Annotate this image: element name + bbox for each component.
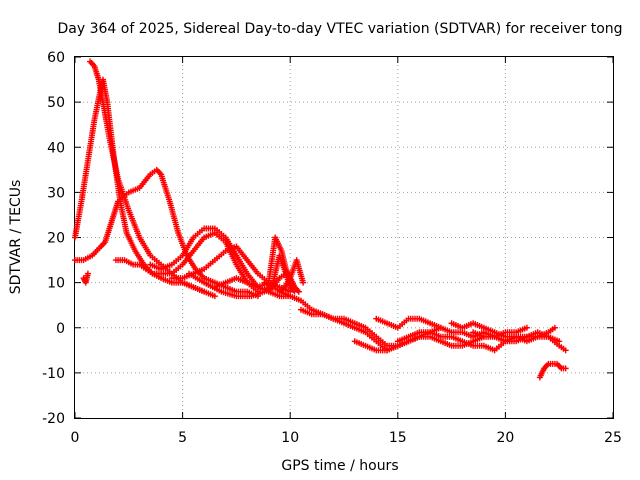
grid [75,57,613,418]
series-arc-2 [87,58,218,300]
data-marks [72,58,569,381]
x-tick-label: 0 [71,430,80,446]
data-point [211,293,218,300]
y-tick-label: 0 [56,321,65,337]
series-arc-14 [373,315,530,340]
series-arc-19 [80,270,91,286]
y-tick-label: 40 [47,140,65,156]
x-axis-label: GPS time / hours [281,458,398,474]
y-tick-label: 30 [47,185,65,201]
y-tick-label: 20 [47,231,65,247]
data-point [523,324,530,331]
chart-title: Day 364 of 2025, Sidereal Day-to-day VTE… [57,21,622,37]
y-axis-label: SDTVAR / TECUs [8,180,24,295]
x-tick-label: 25 [604,430,622,446]
data-point [562,365,569,372]
y-tick-label: -20 [42,411,65,427]
data-point [551,324,558,331]
x-tick-label: 10 [281,430,299,446]
x-tick-label: 20 [496,430,514,446]
y-tick-label: 10 [47,276,65,292]
x-tick-label: 5 [178,430,187,446]
data-point [84,270,91,277]
axis-ticks: 0 5 10 15 20 25 -20 -10 0 10 20 30 40 50 60 [42,50,622,446]
x-tick-label: 15 [389,430,407,446]
y-tick-label: 50 [47,95,65,111]
series-arc-15 [394,329,563,354]
data-point [300,279,307,286]
y-tick-label: 60 [47,50,65,66]
series-arc-18 [536,360,569,381]
data-point [295,288,302,295]
y-tick-label: -10 [42,366,65,382]
series-arc-17 [470,324,558,345]
data-point [562,347,569,354]
